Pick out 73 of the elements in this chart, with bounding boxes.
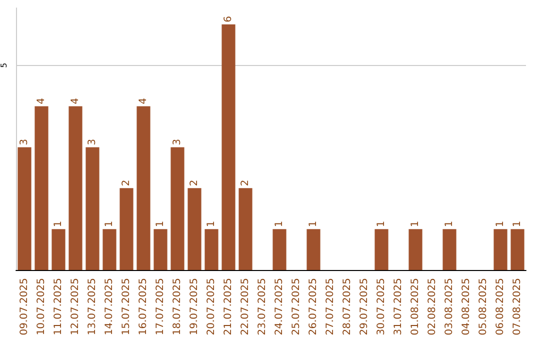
x-tick-label: 25.07.2025 [291,278,302,336]
x-tick-label: 30.07.2025 [376,278,387,336]
data-label: 1 [274,220,285,228]
data-label: 1 [104,220,115,228]
x-tick-label: 26.07.2025 [308,278,319,336]
x-tick-label: 24.07.2025 [274,278,285,336]
x-tick-label: 28.07.2025 [342,278,353,336]
x-tick-label: 14.07.2025 [104,278,115,336]
data-label: 4 [70,98,81,104]
data-label: 2 [189,180,200,186]
bar [494,229,508,270]
bar [102,229,116,270]
x-tick-label: 15.07.2025 [121,278,132,336]
bar [374,229,388,270]
x-tick-label: 05.08.2025 [478,278,489,336]
x-tick-label: 12.07.2025 [70,278,81,336]
data-label: 2 [121,180,132,186]
x-tick-label: 10.07.2025 [36,278,47,336]
x-tick-label: 29.07.2025 [359,278,370,336]
bar [408,229,422,270]
bar [18,147,32,270]
data-label: 1 [53,220,64,228]
x-tick-label: 09.07.2025 [19,278,30,336]
data-label: 3 [87,138,98,146]
data-label: 1 [495,220,506,228]
data-label: 3 [172,138,183,146]
x-tick-label: 23.07.2025 [257,278,268,336]
x-tick-label: 02.08.2025 [427,278,438,336]
x-tick-label: 03.08.2025 [444,278,455,336]
data-label: 1 [444,220,455,228]
bar [68,106,82,270]
bar [86,147,100,270]
bar [188,188,202,270]
bar [272,229,286,270]
bar [222,24,236,270]
data-label: 4 [36,98,47,104]
data-label: 3 [19,138,30,146]
x-tick-label: 31.07.2025 [393,278,404,336]
x-tick-label: 07.08.2025 [512,278,523,336]
data-label: 1 [376,220,387,228]
x-tick-label: 20.07.2025 [206,278,217,336]
x-tick-label: 16.07.2025 [138,278,149,336]
data-label: 1 [155,220,166,228]
x-tick-label: 04.08.2025 [461,278,472,336]
bar [170,147,184,270]
x-tick-label: 17.07.2025 [155,278,166,336]
x-tick-label: 21.07.2025 [223,278,234,336]
bar [238,188,252,270]
bar [120,188,134,270]
bar [204,229,218,270]
x-tick-label: 01.08.2025 [410,278,421,336]
bar [306,229,320,270]
bar [154,229,168,270]
bar [442,229,456,270]
data-label: 2 [240,180,251,186]
x-tick-label: 11.07.2025 [53,278,64,336]
bar [34,106,48,270]
data-label: 1 [206,220,217,228]
data-label: 4 [138,98,149,104]
bar [510,229,524,270]
data-label: 1 [512,220,523,228]
x-tick-label: 19.07.2025 [189,278,200,336]
x-tick-label: 22.07.2025 [240,278,251,336]
x-tick-label: 18.07.2025 [172,278,183,336]
data-label: 6 [223,16,234,22]
y-tick-label: 5 [0,62,8,68]
x-tick-label: 06.08.2025 [495,278,506,336]
x-tick-label: 27.07.2025 [325,278,336,336]
data-label: 1 [308,220,319,228]
data-label: 1 [410,220,421,228]
x-tick-label: 13.07.2025 [87,278,98,336]
bar [52,229,66,270]
bar [136,106,150,270]
